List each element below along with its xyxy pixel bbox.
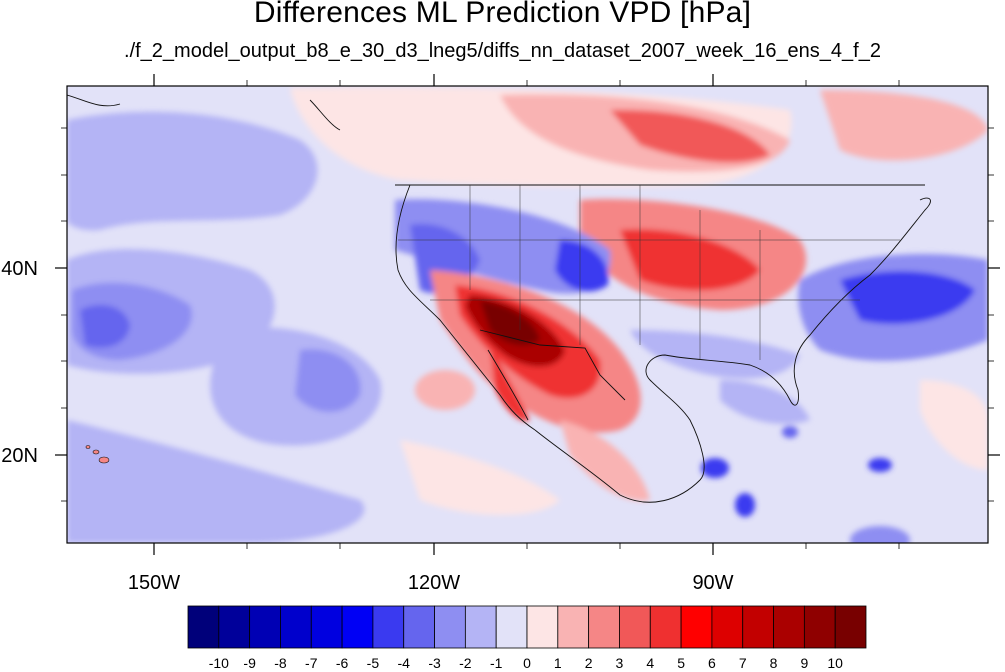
colorbar-swatch <box>680 605 713 649</box>
colorbar-label: 0 <box>523 655 531 671</box>
colorbar-swatch <box>218 605 251 649</box>
pacific-mid-blue <box>295 349 361 412</box>
colorbar-swatch <box>280 605 312 649</box>
colorbar-swatch <box>649 605 682 649</box>
state-borders <box>398 185 900 360</box>
baja-coastline <box>487 349 529 421</box>
colorbar-label: 9 <box>800 655 808 671</box>
plains-strong-red <box>620 229 760 291</box>
colorbar-label: -10 <box>209 655 229 671</box>
colorbar-swatch <box>619 605 651 649</box>
colorbar-swatch <box>372 605 405 649</box>
caribbean-blue-spot <box>735 493 755 517</box>
gulf-and-east-coastline <box>534 197 931 503</box>
colorbar-label: 3 <box>616 655 624 671</box>
hawaii-island <box>92 449 100 455</box>
colorbar-swatch <box>434 605 466 649</box>
tropical-blue-region <box>67 420 365 543</box>
alaska-coastline <box>309 99 341 131</box>
southeast-blue <box>630 330 800 379</box>
colorbar-swatch <box>834 605 867 649</box>
east-pale-red <box>920 380 988 470</box>
great-basin-blue <box>555 240 609 292</box>
colorbar: -10 -9 -8 -7 -6 -5 -4 -3 -2 -1 0 1 2 3 4 5 6 7 8 9 10 <box>187 605 867 671</box>
colorbar-label: 5 <box>677 655 685 671</box>
colorbar-label: -4 <box>398 655 411 671</box>
lon-label-120w: 120W <box>408 572 460 594</box>
hawaii-island <box>85 445 91 449</box>
colorbar-swatch <box>310 605 343 649</box>
colorbar-swatch <box>187 605 220 649</box>
colorbar-label: 10 <box>827 655 843 671</box>
hawaii-island <box>98 456 110 464</box>
colorbar-swatch <box>495 605 528 649</box>
offshore-light-red <box>415 370 475 410</box>
colorbar-label: 4 <box>646 655 654 671</box>
lat-label-20n: 20N <box>1 445 38 467</box>
colorbar-label: -6 <box>336 655 349 671</box>
minor-ticks <box>61 80 994 549</box>
colorbar-label: -2 <box>459 655 472 671</box>
pacific-blue-region <box>67 111 318 231</box>
colorbar-swatch <box>464 605 497 649</box>
colorbar-label: 8 <box>770 655 778 671</box>
hawaii-islands <box>85 445 110 464</box>
lon-label-90w: 90W <box>692 572 733 594</box>
caribbean-blue-spot <box>868 458 892 472</box>
tropical-pale-red <box>400 440 560 515</box>
pacific-blue-core <box>80 305 130 348</box>
colorbar-label: 1 <box>554 655 562 671</box>
vpd-difference-field <box>67 86 988 543</box>
caribbean-blue-spot <box>701 458 729 478</box>
colorbar-swatch <box>711 605 744 649</box>
colorbar-swatch <box>557 605 590 649</box>
canada-red <box>610 109 770 163</box>
colorbar-label: -3 <box>428 655 441 671</box>
colorbar-swatch <box>773 605 805 649</box>
colorbar-label: -8 <box>274 655 287 671</box>
lon-label-150w: 150W <box>128 572 180 594</box>
colorbar-label: -9 <box>243 655 256 671</box>
colorbar-swatch <box>588 605 620 649</box>
west-coastline <box>395 184 536 431</box>
alaska-coastline <box>67 94 121 107</box>
canada-east-light-red <box>820 90 988 161</box>
map-subtitle: ./f_2_model_output_b8_e_30_d3_lneg5/diff… <box>124 40 881 62</box>
colorbar-swatch <box>742 605 774 649</box>
colorbar-swatch <box>249 605 281 649</box>
colorbar-swatch <box>803 605 836 649</box>
major-ticks <box>55 74 1000 555</box>
colorbar-swatch <box>341 605 374 649</box>
atlantic-deep-blue <box>840 271 975 324</box>
plot-frame <box>66 85 989 544</box>
colorbar-swatch <box>403 605 435 649</box>
baja-red <box>490 345 530 421</box>
colorbar-label: -5 <box>367 655 380 671</box>
us-mexico-border <box>479 329 626 401</box>
mexico-light-red <box>560 420 650 501</box>
colorbar-label: -1 <box>490 655 503 671</box>
caribbean-blue-spot <box>782 426 798 438</box>
map-title: Differences ML Prediction VPD [hPa] <box>253 0 752 29</box>
caribbean-blue-spot <box>850 526 910 543</box>
colorbar-label: 2 <box>585 655 593 671</box>
colorbar-label: -7 <box>305 655 318 671</box>
colorbar-swatch <box>526 605 559 649</box>
colorbar-label: 7 <box>739 655 747 671</box>
colorbar-label: 6 <box>708 655 716 671</box>
lat-label-40n: 40N <box>1 258 38 280</box>
coastlines <box>67 94 931 503</box>
gulf-blue <box>720 380 810 424</box>
